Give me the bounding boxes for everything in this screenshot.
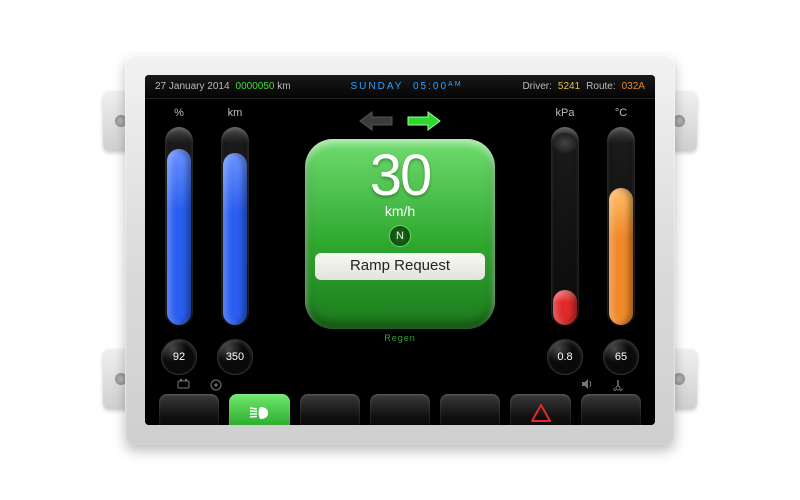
status-date: 27 January 2014	[155, 81, 230, 92]
btn-3[interactable]	[300, 394, 360, 425]
turn-right-icon	[406, 110, 442, 132]
mount-tab	[103, 349, 139, 409]
gauge-range: km 350	[211, 107, 259, 375]
pressure-tube	[551, 127, 579, 327]
regen-label: Regen	[384, 333, 416, 343]
button-row	[145, 391, 655, 425]
driver-id: 5241	[558, 81, 580, 92]
wheel-icon	[210, 379, 222, 391]
range-value: 350	[217, 339, 253, 375]
gear-indicator: N	[389, 225, 411, 247]
route-label: Route:	[586, 81, 615, 92]
speed-value: 30	[370, 147, 431, 205]
temp-icon	[613, 379, 623, 391]
btn-1[interactable]	[159, 394, 219, 425]
headlight-icon	[248, 405, 270, 421]
battery-value: 92	[161, 339, 197, 375]
turn-left-icon	[358, 110, 394, 132]
speed-box: 30 km/h N Ramp Request	[305, 139, 495, 329]
battery-tube	[165, 127, 193, 327]
btn-7[interactable]	[581, 394, 641, 425]
pressure-value: 0.8	[547, 339, 583, 375]
main-area: % 92 km 350	[145, 99, 655, 379]
btn-4[interactable]	[370, 394, 430, 425]
speed-unit: km/h	[385, 203, 415, 219]
mount-tab	[103, 91, 139, 151]
hazard-icon	[531, 404, 551, 422]
btn-5[interactable]	[440, 394, 500, 425]
temp-value: 65	[603, 339, 639, 375]
range-tube	[221, 127, 249, 327]
gauge-pressure: kPa 0.8	[541, 107, 589, 375]
route-id: 032A	[622, 81, 645, 92]
battery-icon	[177, 379, 191, 391]
device-bezel: 27 January 2014 0000050 km SUNDAY 05:00A…	[125, 55, 675, 445]
status-bar: 27 January 2014 0000050 km SUNDAY 05:00A…	[145, 75, 655, 99]
btn-headlight[interactable]	[229, 394, 289, 425]
mount-tab	[661, 91, 697, 151]
speaker-icon	[581, 379, 593, 391]
odometer-unit: km	[277, 81, 290, 92]
screen: 27 January 2014 0000050 km SUNDAY 05:00A…	[145, 75, 655, 425]
temp-tube	[607, 127, 635, 327]
message-bar: Ramp Request	[315, 253, 485, 280]
status-clock: SUNDAY 05:00AM	[351, 81, 463, 92]
gauge-battery: % 92	[155, 107, 203, 375]
driver-label: Driver:	[522, 81, 551, 92]
odometer-value: 0000050	[236, 81, 275, 92]
gauge-temp: °C 65	[597, 107, 645, 375]
center-panel: 30 km/h N Ramp Request Regen	[267, 107, 533, 375]
btn-hazard[interactable]	[510, 394, 570, 425]
mount-tab	[661, 349, 697, 409]
icon-row	[145, 379, 655, 391]
